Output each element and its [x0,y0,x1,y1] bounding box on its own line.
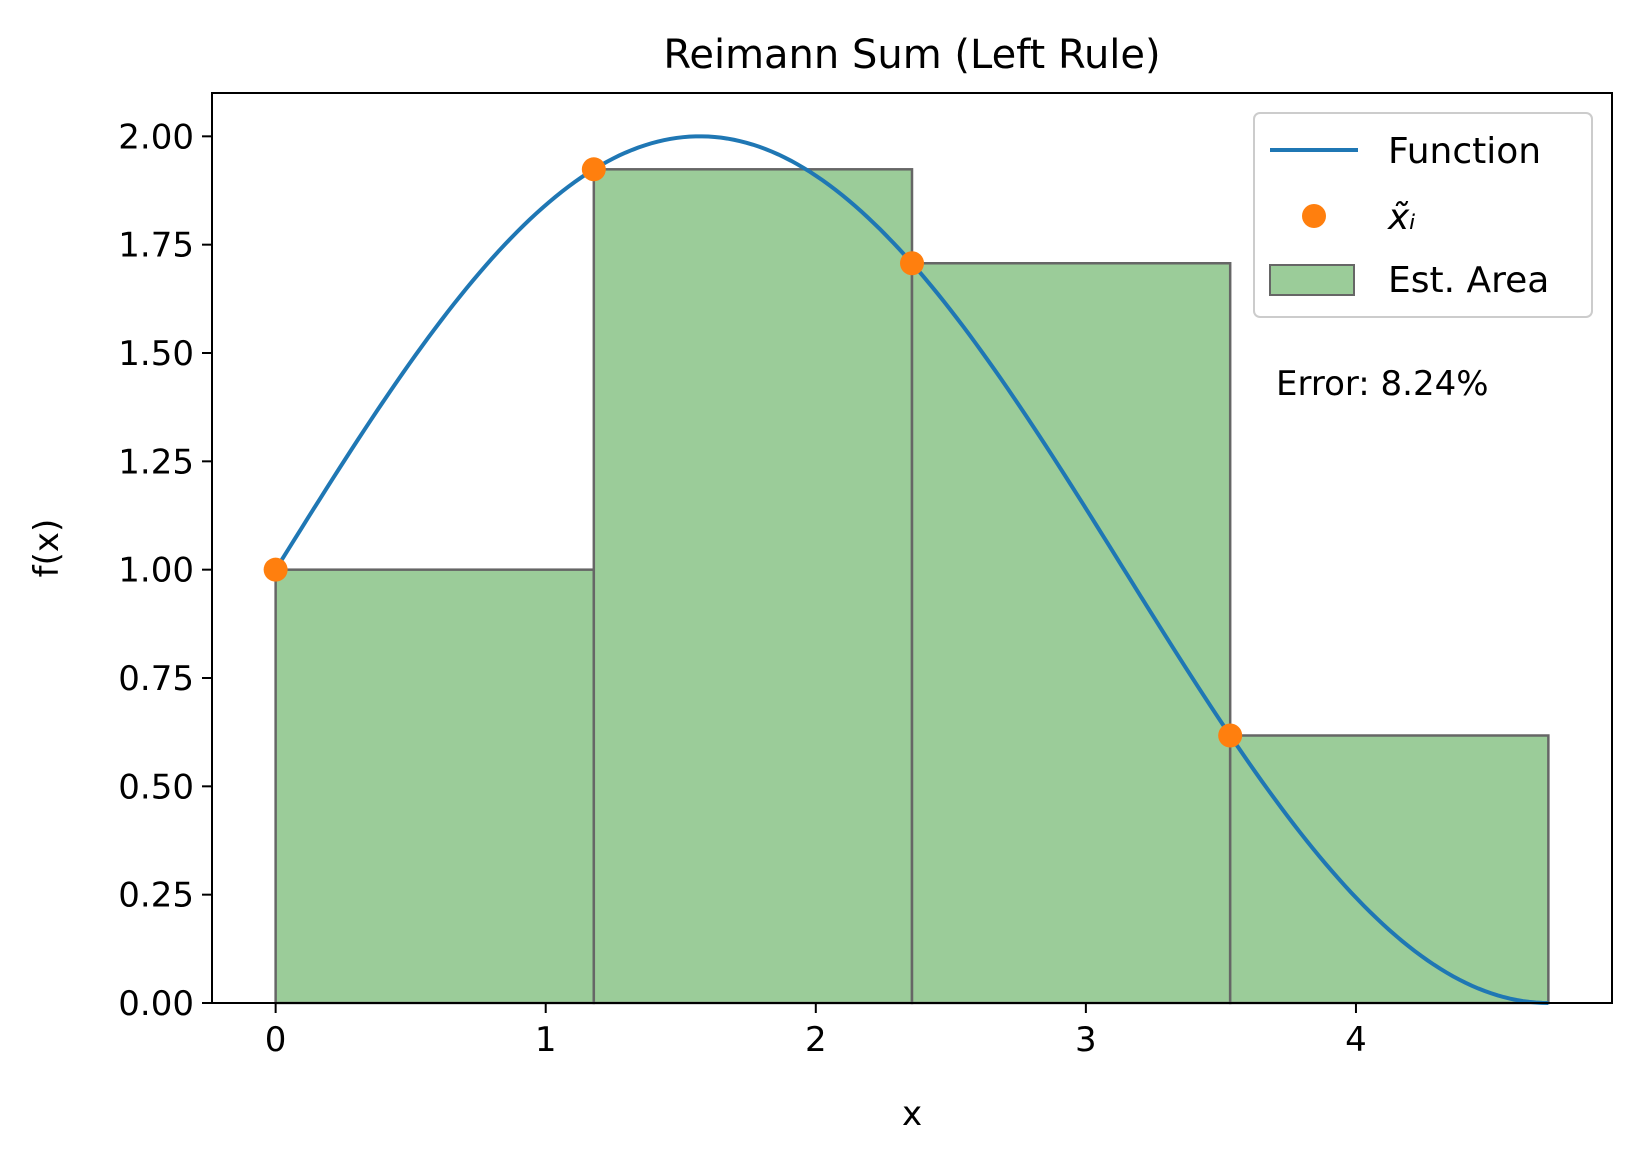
sample-point [1218,723,1243,748]
plot-frame [211,92,1613,1004]
area-bar [274,568,596,1005]
y-tick-label: 1.00 [118,551,194,591]
y-tick-label: 2.00 [118,117,194,157]
x-tick-label: 2 [805,1020,827,1060]
sample-point [581,157,606,182]
legend-est-area-swatch [1269,264,1355,296]
x-axis: 0 1 2 3 4 [265,1003,1367,1060]
area-bar [910,262,1232,1005]
y-tick-label: 0.50 [118,767,194,807]
x-tick-label: 0 [265,1020,287,1060]
y-tick-label: 0.75 [118,659,194,699]
legend: Function x̃ᵢ Est. Area [1253,112,1593,318]
y-axis-label: f(x) [27,519,67,578]
points-layer [263,157,1243,748]
bars-layer [274,168,1550,1005]
y-tick-label: 0.00 [118,984,194,1024]
y-tick-label: 1.50 [118,334,194,374]
x-tick-label: 1 [535,1020,557,1060]
y-axis: 0.00 0.25 0.50 0.75 1.00 1.25 1.50 1.75 2.00 [118,117,212,1024]
x-tick-label: 3 [1075,1020,1097,1060]
y-tick-label: 1.25 [118,442,194,482]
error-annotation: Error: 8.24% [1276,364,1489,404]
legend-function-label: Function [1388,131,1541,172]
chart-title: Reimann Sum (Left Rule) [663,32,1160,78]
legend-sample-points-swatch [1302,204,1326,228]
legend-est-area-label: Est. Area [1388,260,1549,301]
sample-point [263,557,288,582]
y-tick-label: 0.25 [118,876,194,916]
legend-sample-points-label: x̃ᵢ [1387,197,1416,238]
sample-point [900,251,924,276]
x-tick-label: 4 [1345,1020,1367,1060]
area-bar [1228,734,1550,1005]
y-tick-label: 1.75 [118,226,194,266]
x-axis-label: x [902,1094,922,1134]
area-bar [592,168,914,1005]
